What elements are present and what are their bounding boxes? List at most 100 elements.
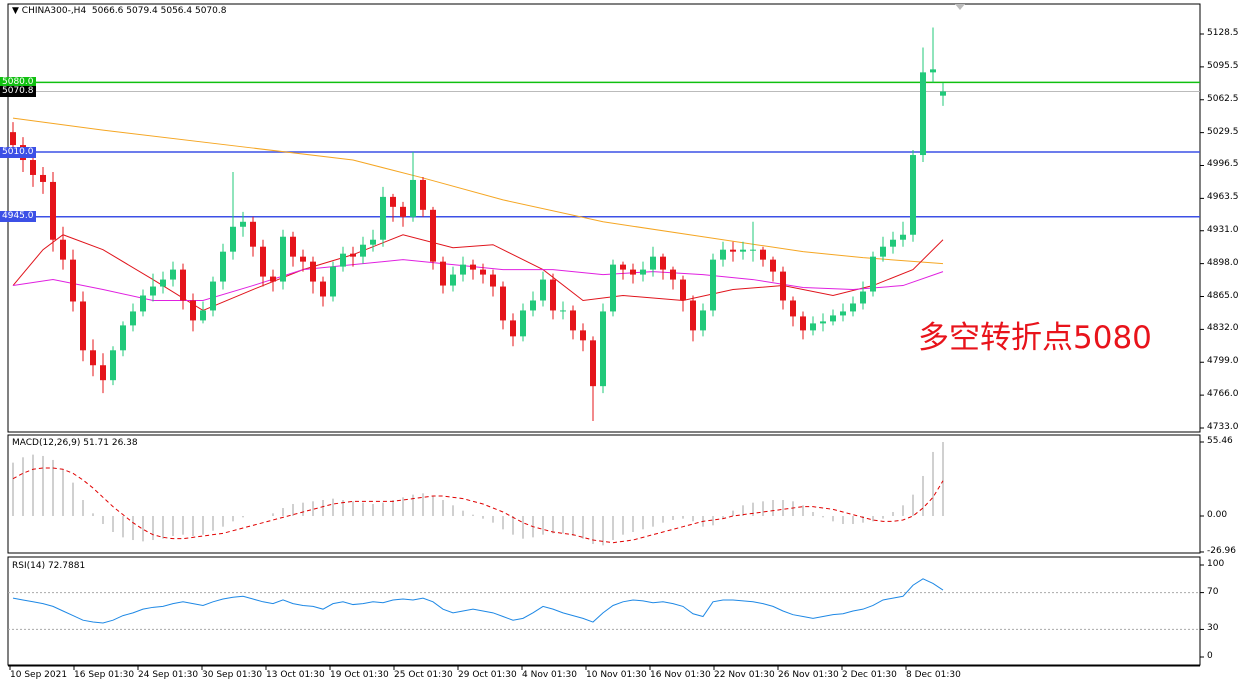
candle-body	[550, 279, 556, 311]
candle-body	[670, 269, 676, 280]
price-tick-label: 5029.5	[1207, 126, 1239, 137]
candle-body	[590, 340, 596, 387]
candle-body	[660, 256, 666, 270]
candle-body	[830, 315, 836, 322]
candle-body	[400, 206, 406, 217]
candle-body	[430, 209, 436, 262]
price-tick-label: 4799.0	[1207, 356, 1239, 367]
candle-body	[110, 350, 116, 381]
time-tick-label: 10 Nov 01:30	[586, 670, 647, 680]
rsi-title: RSI(14) 72.7881	[12, 561, 86, 571]
candle-body	[460, 264, 466, 275]
candle-body	[360, 244, 366, 257]
candle-body	[930, 69, 936, 73]
candle-body	[650, 256, 656, 270]
moving-average-line-1	[12, 117, 944, 265]
annotation-text: 多空转折点5080	[918, 320, 1152, 356]
candle-body	[50, 181, 56, 240]
candle-body	[200, 310, 206, 321]
candle-body	[700, 310, 706, 331]
candle-body	[260, 246, 266, 277]
price-tick-label: 5062.5	[1207, 93, 1239, 104]
collapse-triangle-icon[interactable]: ▼	[12, 6, 19, 16]
candle-body	[790, 300, 796, 317]
candle-body	[870, 256, 876, 292]
candle-body	[880, 246, 886, 257]
price-tick-label: 5095.5	[1207, 60, 1239, 71]
candle-body	[710, 259, 716, 311]
ohlc-readout: 5066.6 5079.4 5056.4 5070.8	[91, 6, 227, 16]
candle-body	[350, 253, 356, 257]
time-tick-label: 29 Oct 01:30	[458, 670, 517, 680]
price-tick-label: 4865.0	[1207, 290, 1239, 301]
candle-body	[720, 249, 726, 260]
time-tick-label: 22 Nov 01:30	[714, 670, 775, 680]
level-tag-5010.0: 5010.0	[0, 146, 36, 158]
price-tick-label: 5128.5	[1207, 28, 1239, 38]
macd-tick-label: -26.96	[1207, 545, 1237, 556]
candle-body	[630, 269, 636, 275]
candle-body	[820, 321, 826, 324]
time-tick-label: 13 Oct 01:30	[266, 670, 325, 680]
candle-body	[90, 350, 96, 366]
candle-body	[810, 323, 816, 331]
time-tick-label: 10 Sep 2021	[10, 670, 68, 680]
time-tick-label: 30 Sep 01:30	[202, 670, 263, 680]
time-tick-label: 2 Dec 01:30	[842, 670, 897, 680]
candle-body	[730, 249, 736, 252]
rsi-tick-label: 30	[1207, 623, 1219, 634]
moving-average-line-2	[12, 234, 944, 312]
candle-body	[290, 236, 296, 257]
candle-body	[340, 253, 346, 267]
candle-body	[30, 160, 36, 175]
rsi-tick-label: 70	[1207, 586, 1219, 597]
candle-body	[80, 301, 86, 351]
macd-title: MACD(12,26,9) 51.71 26.38	[12, 438, 138, 448]
candle-body	[60, 239, 66, 260]
rsi-line	[12, 578, 944, 624]
time-tick-label: 8 Dec 01:30	[906, 670, 961, 680]
candle-body	[580, 330, 586, 341]
level-tag-5080.0: 5080.0	[0, 76, 36, 88]
time-tick-label: 4 Nov 01:30	[522, 670, 577, 680]
macd-signal-line	[12, 467, 944, 544]
candle-body	[800, 316, 806, 331]
symbol-timeframe: CHINA300-,H4	[21, 6, 87, 16]
time-tick-label: 19 Oct 01:30	[330, 670, 389, 680]
candle-body	[900, 234, 906, 240]
time-tick-label: 26 Nov 01:30	[778, 670, 839, 680]
candle-body	[300, 256, 306, 262]
candle-body	[780, 271, 786, 301]
candle-body	[520, 310, 526, 337]
candle-body	[180, 269, 186, 301]
candle-body	[250, 221, 256, 247]
candle-body	[760, 249, 766, 260]
candle-body	[680, 279, 686, 301]
candle-body	[210, 281, 216, 311]
candle-body	[840, 311, 846, 316]
price-tick-label: 4898.0	[1207, 257, 1239, 268]
candle-body	[530, 300, 536, 311]
chart-header: ▼ CHINA300-,H4 5066.6 5079.4 5056.4 5070…	[12, 6, 226, 16]
candle-body	[470, 264, 476, 270]
candle-body	[70, 259, 76, 302]
candle-body	[480, 269, 486, 275]
candle-body	[740, 249, 746, 252]
candle-body	[490, 274, 496, 287]
candle-body	[280, 236, 286, 282]
candle-body	[120, 325, 126, 351]
chart-shift-marker-icon	[955, 4, 965, 10]
rsi-panel	[7, 556, 1201, 666]
current-price-tag: 5070.8	[0, 85, 36, 97]
candle-body	[230, 226, 236, 252]
candle-body	[130, 311, 136, 326]
candle-body	[270, 276, 276, 282]
candle-body	[560, 310, 566, 312]
candle-body	[240, 221, 246, 227]
price-tick-label: 4832.0	[1207, 323, 1239, 334]
candle-body	[500, 286, 506, 321]
candle-body	[940, 91, 946, 96]
candle-body	[770, 259, 776, 272]
time-tick-label: 16 Sep 01:30	[74, 670, 135, 680]
